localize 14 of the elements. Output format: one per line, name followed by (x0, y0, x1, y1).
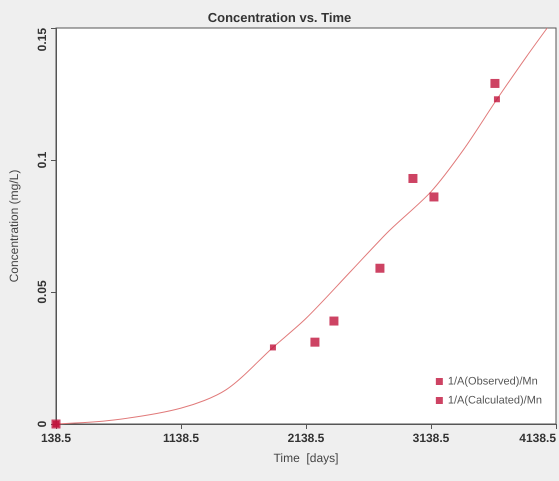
legend-label: 1/A(Calculated)/Mn (448, 394, 542, 406)
x-tick-label: 138.5 (40, 431, 72, 445)
x-tick-label: 1138.5 (162, 431, 200, 445)
y-tick-label: 0.15 (35, 28, 49, 52)
x-axis-title: Time [days] (274, 451, 338, 465)
y-axis-title: Concentration (mg/L) (7, 170, 21, 282)
legend-label: 1/A(Observed)/Mn (448, 376, 538, 388)
x-tick-label: 2138.5 (288, 431, 325, 445)
y-tick-label: 0.05 (35, 280, 49, 304)
x-tick-label: 3138.5 (412, 431, 450, 445)
x-tick-label: 4138.5 (519, 431, 556, 445)
chart-title: Concentration vs. Time (208, 10, 352, 25)
y-tick-label: 0 (35, 420, 49, 428)
y-tick-label: 0.1 (35, 151, 49, 168)
